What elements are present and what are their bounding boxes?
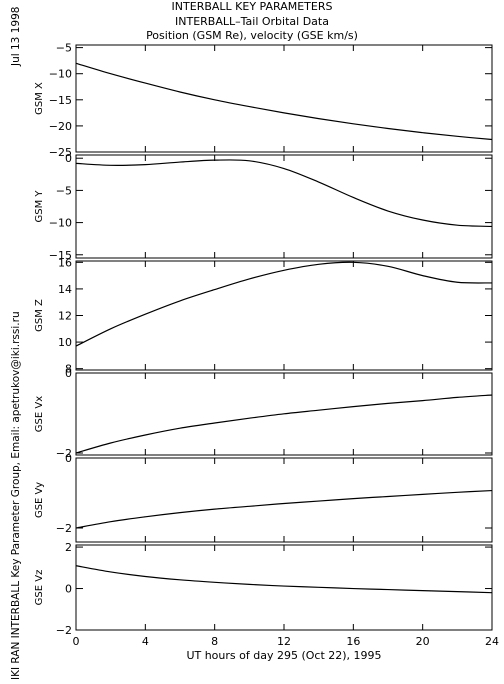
series-line	[75, 565, 493, 594]
y-tick-label: 0	[65, 452, 72, 465]
y-tick-label: −5	[56, 42, 72, 55]
y-tick-label: 2	[65, 541, 72, 554]
y-tick-label: −25	[49, 146, 72, 159]
y-tick-label: 14	[58, 283, 72, 296]
y-tick-label: 0	[65, 367, 72, 380]
series-line	[75, 394, 493, 454]
series-line	[75, 159, 493, 228]
series-line	[75, 489, 493, 529]
y-axis-label: GSM X	[34, 82, 45, 115]
y-tick-label: −5	[56, 184, 72, 197]
x-tick-label: 8	[211, 635, 218, 648]
y-axis-label: GSM Y	[34, 190, 45, 223]
y-tick-label: −15	[49, 249, 72, 262]
y-tick-label: −2	[56, 447, 72, 460]
x-tick-label: 0	[73, 635, 80, 648]
y-tick-label: −2	[56, 522, 72, 535]
y-tick-label: 12	[58, 310, 72, 323]
y-tick-label: −15	[49, 94, 72, 107]
x-tick-label: 24	[485, 635, 499, 648]
y-tick-label: 10	[58, 336, 72, 349]
y-axis-label: GSE Vz	[34, 570, 45, 606]
y-tick-label: 0	[65, 583, 72, 596]
series-line	[75, 261, 493, 347]
chart-units-line: Position (GSM Re), velocity (GSE km/s)	[146, 29, 358, 42]
chart-subtitle: INTERBALL–Tail Orbital Data	[175, 14, 329, 28]
panel-frame	[75, 44, 493, 153]
y-tick-label: −2	[56, 624, 72, 637]
y-tick-label: 8	[65, 363, 72, 376]
y-axis-label: GSM Z	[34, 299, 45, 332]
y-tick-label: −10	[49, 217, 72, 230]
x-axis-label: UT hours of day 295 (Oct 22), 1995	[186, 649, 381, 662]
x-tick-label: 20	[416, 635, 430, 648]
panel-frame	[75, 154, 493, 259]
y-tick-label: −10	[49, 68, 72, 81]
y-axis-label: GSE Vx	[34, 396, 45, 432]
panel-frame	[75, 457, 493, 543]
series-line	[75, 62, 493, 141]
panel-frame	[75, 544, 493, 631]
chart-title: INTERBALL KEY PARAMETERS	[171, 0, 333, 13]
y-tick-label: −20	[49, 120, 72, 133]
chart-header: INTERBALL KEY PARAMETERS INTERBALL–Tail …	[0, 0, 504, 44]
y-tick-label: 0	[65, 152, 72, 165]
y-axis-label: GSE Vy	[34, 482, 45, 518]
x-tick-label: 16	[346, 635, 360, 648]
y-tick-label: 16	[58, 256, 72, 269]
x-tick-label: 12	[277, 635, 291, 648]
x-tick-label: 4	[142, 635, 149, 648]
